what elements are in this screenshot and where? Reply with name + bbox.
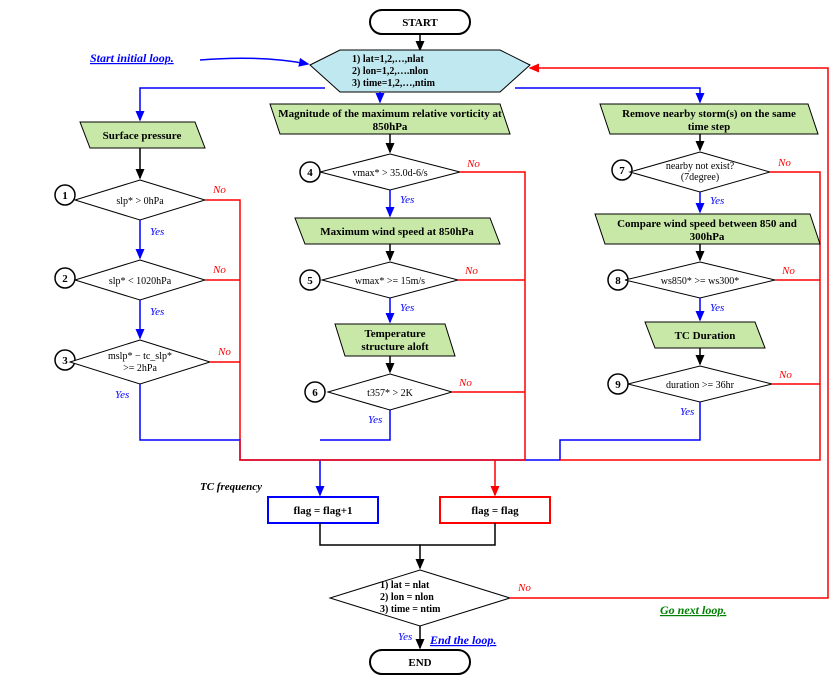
svg-text:1) lat = nlat: 1) lat = nlat: [380, 580, 430, 591]
edge: [495, 440, 525, 460]
svg-text:4: 4: [307, 167, 313, 179]
edge: [140, 384, 320, 495]
svg-text:nearby not exist?: nearby not exist?: [666, 161, 735, 172]
edge: [205, 200, 240, 440]
edge: [320, 402, 700, 460]
svg-text:850hPa: 850hPa: [373, 121, 408, 133]
svg-text:flag = flag: flag = flag: [471, 505, 519, 517]
svg-text:3: 3: [62, 355, 68, 367]
svg-text:slp* > 0hPa: slp* > 0hPa: [116, 196, 164, 207]
svg-text:Temperature: Temperature: [364, 328, 425, 340]
svg-text:Surface pressure: Surface pressure: [103, 130, 182, 142]
svg-text:Yes: Yes: [400, 302, 414, 314]
end-label: END: [408, 657, 431, 669]
svg-text:No: No: [458, 377, 472, 389]
svg-text:Compare wind speed between 850: Compare wind speed between 850 and: [617, 218, 797, 230]
svg-text:TC Duration: TC Duration: [675, 330, 736, 342]
svg-text:3) time = ntim: 3) time = ntim: [380, 604, 441, 615]
edge: [515, 88, 700, 102]
tc-freq-label: TC frequency: [200, 481, 262, 493]
svg-text:No: No: [781, 265, 795, 277]
edge: [240, 440, 495, 495]
svg-text:No: No: [517, 582, 531, 594]
svg-text:mslp* − tc_slp*: mslp* − tc_slp*: [108, 351, 172, 362]
svg-text:time step: time step: [688, 121, 730, 133]
svg-text:8: 8: [615, 275, 621, 287]
svg-text:Yes: Yes: [398, 631, 412, 643]
svg-text:(7degree): (7degree): [681, 172, 719, 183]
svg-text:1) lat=1,2,…,nlat: 1) lat=1,2,…,nlat: [352, 54, 424, 65]
svg-text:Yes: Yes: [710, 302, 724, 314]
svg-text:Yes: Yes: [400, 194, 414, 206]
start-label: START: [402, 17, 438, 29]
svg-text:9: 9: [615, 379, 621, 391]
svg-text:vmax* > 35.0d-6/s: vmax* > 35.0d-6/s: [352, 168, 427, 179]
svg-text:Magnitude of the maximum relat: Magnitude of the maximum relative vortic…: [278, 108, 502, 120]
svg-text:2: 2: [62, 273, 68, 285]
svg-text:slp* < 1020hPa: slp* < 1020hPa: [109, 276, 172, 287]
edge: [560, 440, 820, 460]
svg-text:3) time=1,2,…,ntim: 3) time=1,2,…,ntim: [352, 78, 436, 89]
svg-text:Yes: Yes: [115, 389, 129, 401]
decision-3: [70, 340, 210, 384]
svg-text:No: No: [212, 184, 226, 196]
svg-text:5: 5: [307, 275, 313, 287]
edge: [460, 172, 525, 440]
svg-text:300hPa: 300hPa: [690, 231, 725, 243]
flowchart: START 1) lat=1,2,…,nlat 2) lon=1,2,….nlo…: [0, 0, 836, 683]
start-loop-label: Start initial loop.: [90, 51, 174, 65]
svg-text:Yes: Yes: [680, 406, 694, 418]
svg-text:>= 2hPa: >= 2hPa: [123, 363, 157, 374]
svg-text:2) lon = nlon: 2) lon = nlon: [380, 592, 434, 603]
svg-text:6: 6: [312, 387, 318, 399]
svg-text:2) lon=1,2,….nlon: 2) lon=1,2,….nlon: [352, 66, 429, 77]
edge: [320, 523, 420, 545]
svg-text:Remove nearby storm(s) on the: Remove nearby storm(s) on the same: [622, 108, 796, 120]
svg-text:t357* > 2K: t357* > 2K: [367, 388, 413, 399]
svg-text:ws850* >= ws300*: ws850* >= ws300*: [661, 276, 740, 287]
svg-text:duration >= 36hr: duration >= 36hr: [666, 380, 735, 391]
svg-text:Yes: Yes: [368, 414, 382, 426]
svg-text:No: No: [464, 265, 478, 277]
svg-text:structure aloft: structure aloft: [361, 341, 429, 353]
svg-text:No: No: [777, 157, 791, 169]
svg-text:No: No: [466, 158, 480, 170]
edge: [770, 172, 820, 440]
edge: [200, 58, 308, 64]
svg-text:No: No: [778, 369, 792, 381]
svg-text:Yes: Yes: [710, 195, 724, 207]
svg-text:No: No: [217, 346, 231, 358]
svg-text:Yes: Yes: [150, 306, 164, 318]
svg-text:flag = flag+1: flag = flag+1: [294, 505, 353, 517]
svg-text:No: No: [212, 264, 226, 276]
edge: [420, 523, 495, 568]
end-loop-label: End the loop.: [429, 633, 496, 647]
svg-text:1: 1: [62, 190, 68, 202]
svg-text:Maximum wind speed at 850hPa: Maximum wind speed at 850hPa: [320, 226, 474, 238]
go-next-label: Go next loop.: [660, 603, 726, 617]
svg-text:Yes: Yes: [150, 226, 164, 238]
svg-text:7: 7: [619, 165, 625, 177]
svg-text:wmax* >= 15m/s: wmax* >= 15m/s: [355, 276, 425, 287]
